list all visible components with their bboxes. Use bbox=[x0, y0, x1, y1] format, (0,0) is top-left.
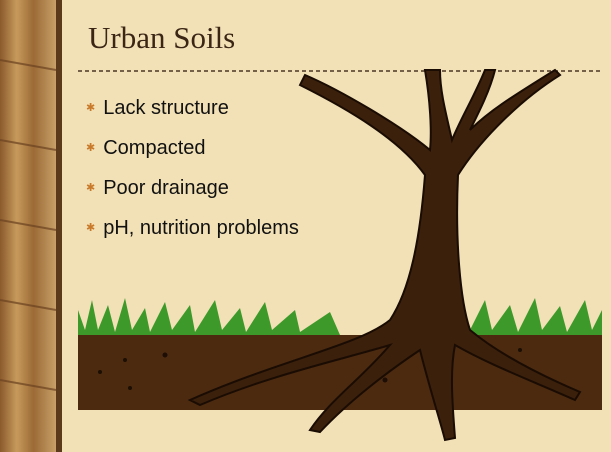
bullet: Compacted bbox=[86, 128, 299, 168]
bullet-list: Lack structure Compacted Poor drainage p… bbox=[86, 88, 299, 248]
bullet: pH, nutrition problems bbox=[86, 208, 299, 248]
bullet: Poor drainage bbox=[86, 168, 299, 208]
bullet: Lack structure bbox=[86, 88, 299, 128]
slide-title: Urban Soils bbox=[88, 20, 235, 56]
slide: Urban Soils Lack structure Compacted Poo… bbox=[0, 0, 611, 452]
